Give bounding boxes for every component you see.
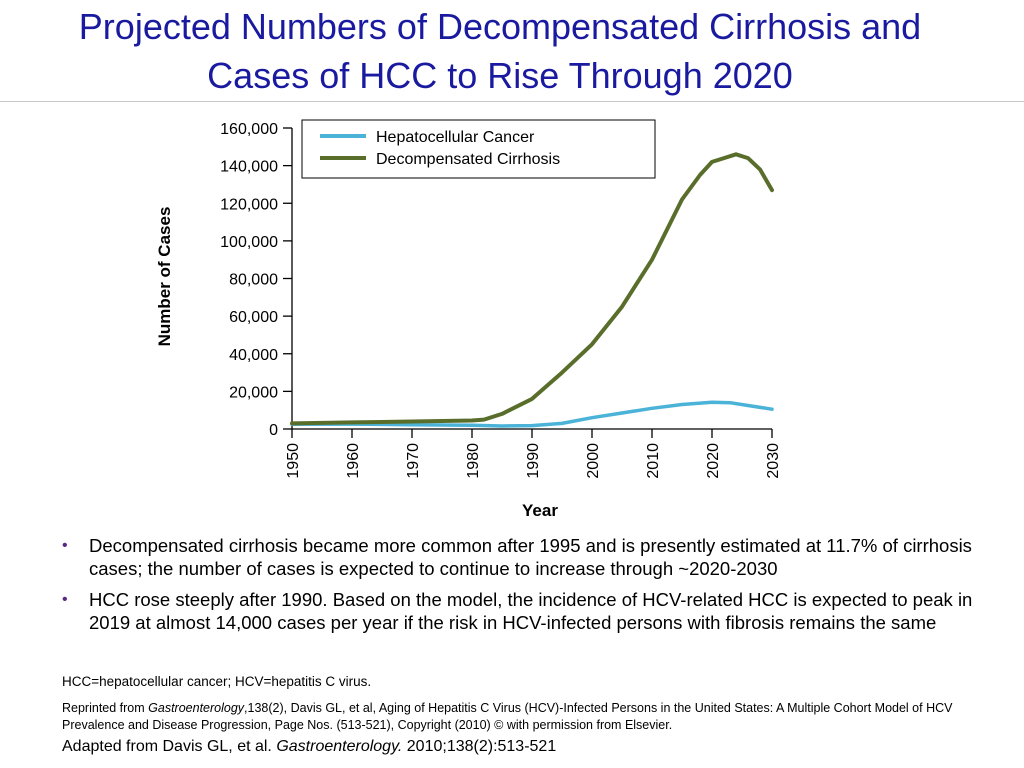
line-chart: 0 20,000 40,000 60,000 80,000 100,000 120,000 1… <box>155 119 782 520</box>
series-line-hepatocellular-cancer <box>290 400 774 428</box>
series-line-decompensated-cirrhosis <box>290 152 774 426</box>
reprint-details: ,138(2), Davis GL, et al, Aging of Hepat… <box>62 701 953 732</box>
y-tick-label: 140,000 <box>220 159 278 176</box>
bullet-marker: • <box>62 591 68 608</box>
y-tick-label: 160,000 <box>220 121 278 138</box>
slide-title-line-2: Cases of HCC to Rise Through 2020 <box>207 55 793 96</box>
x-axis-label: Year <box>522 501 558 520</box>
bullet-list: • Decompensated cirrhosis became more co… <box>62 534 1017 642</box>
bullet-item: • HCC rose steeply after 1990. Based on … <box>62 588 1017 634</box>
y-tick-label: 120,000 <box>220 196 278 213</box>
slide-title: Projected Numbers of Decompensated Cirrh… <box>0 2 1000 100</box>
y-tick-label: 20,000 <box>229 384 278 401</box>
abbreviations-footnote: HCC=hepatocellular cancer; HCV=hepatitis… <box>62 674 372 689</box>
bullet-marker: • <box>62 537 68 554</box>
x-tick-label: 1990 <box>525 443 542 479</box>
title-divider <box>0 101 1024 102</box>
x-tick-label: 2030 <box>765 443 782 479</box>
bullet-text: HCC rose steeply after 1990. Based on th… <box>89 589 973 633</box>
slide-title-line-1: Projected Numbers of Decompensated Cirrh… <box>78 6 922 47</box>
reprint-citation: Reprinted from Gastroenterology,138(2), … <box>62 700 1002 734</box>
x-tick-label: 2000 <box>585 443 602 479</box>
reprint-journal: Gastroenterology <box>148 701 245 715</box>
y-tick-label: 100,000 <box>220 234 278 251</box>
x-tick-label: 2010 <box>645 443 662 479</box>
x-tick-label: 2020 <box>705 443 722 479</box>
x-tick-label: 1950 <box>285 443 302 479</box>
y-tick-label: 60,000 <box>229 309 278 326</box>
chart-series-lines <box>290 152 774 428</box>
bullet-text: Decompensated cirrhosis became more comm… <box>89 535 972 579</box>
adapted-citation: Adapted from Davis GL, et al. Gastroente… <box>62 738 556 756</box>
adapted-journal: Gastroenterology. <box>276 738 403 755</box>
legend-label: Hepatocellular Cancer <box>376 129 535 146</box>
legend-box <box>301 119 656 179</box>
chart-legend: Hepatocellular Cancer Decompensated Cirrh… <box>301 119 656 179</box>
y-axis-label: Number of Cases <box>155 207 174 347</box>
reprint-prefix: Reprinted from <box>62 701 149 715</box>
chart-axes: 0 20,000 40,000 60,000 80,000 100,000 120,000 1… <box>155 121 782 520</box>
x-tick-label: 1960 <box>345 443 362 479</box>
x-tick-label: 1970 <box>405 443 422 479</box>
adapted-details: 2010;138(2):513-521 <box>402 738 557 755</box>
legend-label: Decompensated Cirrhosis <box>376 151 560 168</box>
y-tick-label: 80,000 <box>229 272 278 289</box>
y-tick-label: 0 <box>269 422 278 439</box>
adapted-prefix: Adapted from Davis GL, et al. <box>62 738 277 755</box>
bullet-item: • Decompensated cirrhosis became more co… <box>62 534 1017 580</box>
x-tick-label: 1980 <box>465 443 482 479</box>
y-tick-label: 40,000 <box>229 347 278 364</box>
